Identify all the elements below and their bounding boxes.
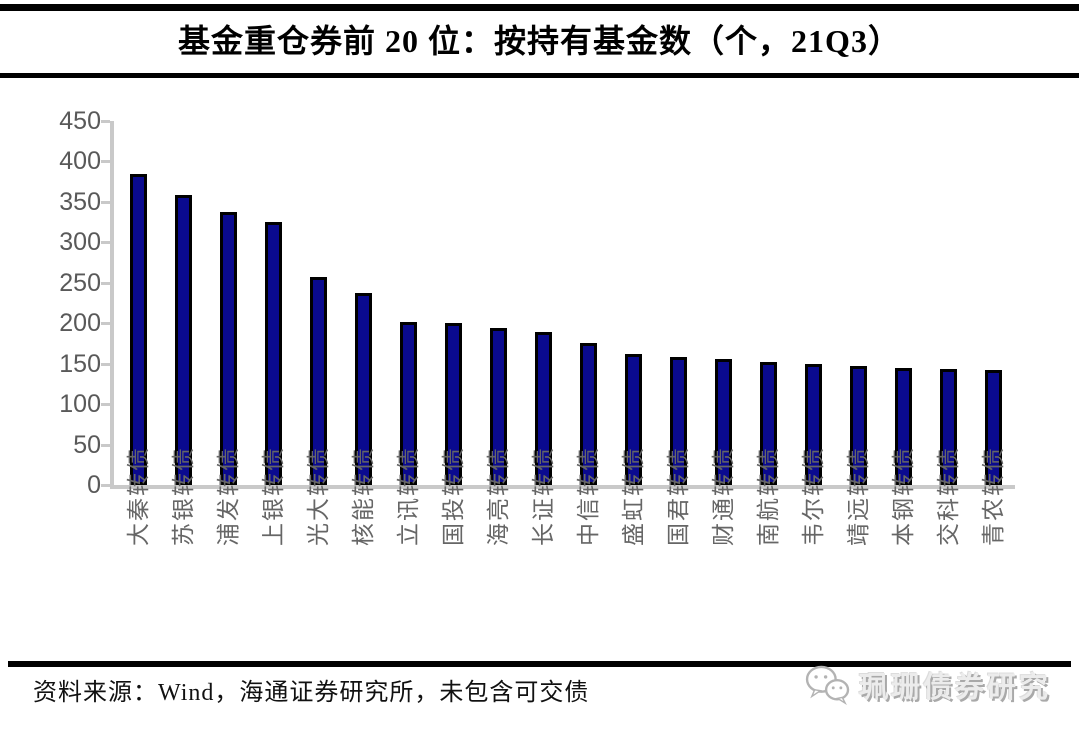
bar-苏银转债 [175,195,192,485]
bar-海亮转债 [490,328,507,485]
x-axis-label: 靖远转债 [845,446,871,546]
x-axis-label: 立讯转债 [395,446,421,546]
plot-area: 0 50 100 150 200 250 300 350 400 450 大秦转债 苏银转债 浦发转债上… [59,107,1015,546]
y-axis-tick-label: 150 [59,349,101,378]
y-axis-tick-label: 200 [59,309,101,338]
x-axis-label: 核能转债 [350,446,376,546]
x-axis-label: 上银转债 [260,446,286,546]
y-axis-tick-mark [101,403,110,407]
y-axis-tick-mark [101,160,110,164]
bar-浦发转债 [220,212,237,485]
bar-国君转债 [670,357,687,485]
top-divider [0,4,1079,11]
watermark-text: 珮珊债券研究 [858,672,1051,704]
bar-中信转债 [580,343,597,485]
y-axis-tick-mark [101,322,110,326]
y-axis-tick-label: 50 [73,430,101,459]
y-axis-tick-mark [101,362,110,366]
x-axis-label: 中信转债 [575,446,601,546]
bar-长证转债 [535,332,552,485]
y-axis-tick-mark [101,200,110,204]
x-axis-label: 长证转债 [530,446,556,546]
bar-国投转债 [445,323,462,485]
x-axis-label: 光大转债 [305,446,331,546]
y-axis-tick-mark [101,443,110,447]
x-axis-label: 海亮转债 [485,446,511,546]
x-axis-label: 国投转债 [440,446,466,546]
chart-title: 基金重仓券前 20 位：按持有基金数（个，21Q3） [178,23,901,59]
bar-靖远转债 [850,366,867,485]
x-axis-label: 国君转债 [665,446,691,546]
y-axis-tick-label: 350 [59,187,101,216]
x-axis-label: 财通转债 [710,446,736,546]
bar-南航转债 [760,362,777,485]
bar-本钢转债 [895,368,912,485]
source-note: 资料来源：Wind，海通证券研究所，未包含可交债 [33,680,590,706]
y-axis-tick-mark [101,281,110,285]
x-axis-label: 盛虹转债 [620,446,646,546]
bar-立讯转债 [400,322,417,485]
y-axis-tick-label: 450 [59,107,101,135]
bar-盛虹转债 [625,354,642,485]
y-axis-tick-mark [101,484,110,487]
bar-上银转债 [265,222,282,485]
x-axis-label: 韦尔转债 [800,446,826,546]
x-axis-label: 大秦转债 [125,446,151,546]
x-axis-label: 南航转债 [755,446,781,546]
bar-核能转债 [355,293,372,485]
title-divider [0,73,1079,78]
y-axis-tick-label: 250 [59,268,101,297]
x-axis-label: 苏银转债 [170,446,196,546]
footer-divider [8,661,1071,667]
bar-财通转债 [715,359,732,485]
watermark: 珮珊债券研究 [805,664,1051,706]
wechat-icon [805,665,850,705]
y-axis-tick-label: 0 [87,471,101,499]
y-axis-tick-mark [101,120,110,123]
bar-青农转债 [985,370,1002,485]
x-axis-label: 本钢转债 [890,446,916,546]
bar-大秦转债 [130,174,147,485]
y-axis-tick-label: 300 [59,228,101,257]
x-axis-label: 浦发转债 [215,446,241,546]
bar-韦尔转债 [805,364,822,485]
y-axis-tick-label: 100 [59,390,101,419]
bar-交科转债 [940,369,957,485]
y-axis-tick-mark [101,241,110,245]
bar-光大转债 [310,277,327,485]
y-axis-tick-label: 400 [59,147,101,176]
x-axis-label: 青农转债 [980,446,1006,546]
x-axis-label: 交科转债 [935,446,961,546]
